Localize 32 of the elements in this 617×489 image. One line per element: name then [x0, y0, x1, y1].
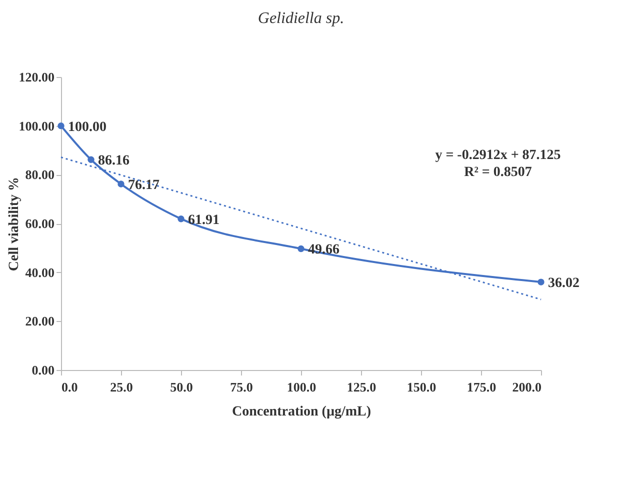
point — [298, 245, 304, 252]
data-label: 61.91 — [188, 212, 220, 228]
point — [538, 278, 544, 286]
x-tick-label: 200.0 — [512, 380, 542, 394]
x-tick-label: 75.0 — [230, 380, 253, 394]
x-axis-title: Concentration (µg/mL) — [232, 404, 372, 420]
point — [88, 156, 94, 163]
data-label: 76.17 — [128, 178, 160, 194]
annotation: y = -0.2912x + 87.125 — [435, 148, 561, 163]
x-tick-label: 125.0 — [346, 380, 376, 394]
point — [118, 180, 124, 188]
data-label: 36.02 — [548, 276, 580, 292]
y-tick-label: 80.00 — [25, 167, 54, 182]
y-tick-label: 40.00 — [25, 264, 54, 280]
annotation: R² = 0.8507 — [464, 165, 532, 180]
point — [178, 215, 184, 222]
y-tick-label: 60.00 — [25, 216, 54, 231]
point — [58, 122, 64, 130]
data-label: 86.16 — [98, 154, 130, 169]
data-label: 100.00 — [68, 120, 106, 135]
y-tick-label: 0.00 — [32, 362, 54, 378]
x-tick-label: 50.0 — [170, 380, 193, 394]
x-tick-label: 100.0 — [286, 380, 316, 394]
x-tick-label: 150.0 — [406, 380, 436, 394]
x-tick-label: 175.0 — [466, 380, 496, 394]
y-tick-label: 120.00 — [18, 70, 54, 84]
x-tick-label: 25.0 — [110, 380, 133, 394]
y-axis-title: Cell viability % — [6, 176, 22, 272]
x-tick-label: 0.0 — [62, 380, 78, 394]
y-tick-label: 20.00 — [25, 314, 54, 329]
y-tick-label: 100.00 — [18, 118, 54, 134]
chart-title: Gelidiella sp. — [258, 10, 344, 27]
